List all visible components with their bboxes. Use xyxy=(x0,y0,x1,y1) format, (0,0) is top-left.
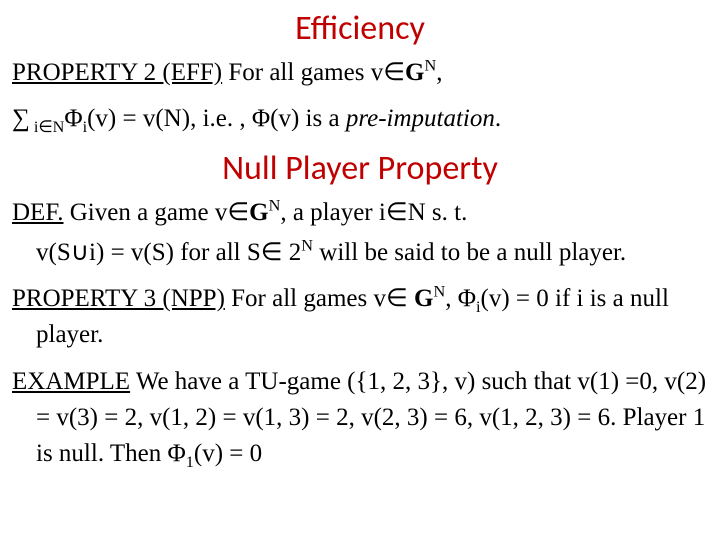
text: , a player i xyxy=(280,199,386,226)
element-of-icon: ∈ xyxy=(261,239,283,266)
heading-efficiency: Efficiency xyxy=(12,8,708,49)
union-icon: ∪ xyxy=(71,239,89,266)
text: . xyxy=(495,105,501,132)
sum-line: ∑ i∈NΦi(v) = v(N), i.e. , Φ(v) is a pre-… xyxy=(12,101,708,137)
text: For all games v xyxy=(222,59,383,86)
text: We have a TU-game ({1, 2, 3}, v) such th… xyxy=(36,368,706,468)
set-G: G xyxy=(405,59,424,86)
sup-N: N xyxy=(424,57,436,75)
text: For all games v xyxy=(225,285,386,312)
text: i) = v(S) for all S xyxy=(89,239,261,266)
set-G: G xyxy=(249,199,268,226)
element-of-icon: ∈ xyxy=(38,118,52,136)
element-of-icon: ∈ xyxy=(227,199,249,226)
text: , Φ xyxy=(445,285,476,312)
sum-subscript: i∈N xyxy=(30,118,64,136)
element-of-icon: ∈ xyxy=(383,59,405,86)
sup-N: N xyxy=(269,196,281,214)
sum-icon: ∑ xyxy=(12,105,30,132)
text: N xyxy=(53,118,65,136)
example-label: EXAMPLE xyxy=(12,368,130,395)
slide: Efficiency PROPERTY 2 (EFF) For all game… xyxy=(0,0,720,540)
example-line: EXAMPLE We have a TU-game ({1, 2, 3}, v)… xyxy=(12,364,708,473)
sup-N: N xyxy=(301,236,313,254)
text: Given a game v xyxy=(63,199,227,226)
sup-N: N xyxy=(433,283,445,301)
heading-null-player: Null Player Property xyxy=(12,148,708,189)
text: (v) = v(N), i.e. , Φ(v) is a xyxy=(87,105,346,132)
null-player-block: DEF. Given a game v∈GN, a player i∈N s. … xyxy=(12,195,708,473)
property-3-label: PROPERTY 3 (NPP) xyxy=(12,285,225,312)
pre-imputation: pre-imputation xyxy=(346,105,495,132)
text: , xyxy=(436,59,442,86)
property-2-label: PROPERTY 2 (EFF) xyxy=(12,59,222,86)
def-line-2: v(S∪i) = v(S) for all S∈ 2N will be said… xyxy=(12,235,708,271)
text: will be said to be a null player. xyxy=(313,239,626,266)
def-line-1: DEF. Given a game v∈GN, a player i∈N s. … xyxy=(12,195,708,231)
element-of-icon: ∈ xyxy=(386,199,408,226)
text: v(S xyxy=(36,239,71,266)
element-of-icon: ∈ xyxy=(386,285,408,312)
phi-icon: Φ xyxy=(64,105,82,132)
text: (v) = 0 xyxy=(194,440,262,467)
property-3-line: PROPERTY 3 (NPP) For all games v∈ GN, Φi… xyxy=(12,281,708,354)
phi-subscript: 1 xyxy=(186,453,194,471)
property-2-line: PROPERTY 2 (EFF) For all games v∈GN, xyxy=(12,55,708,91)
text: 2 xyxy=(283,239,302,266)
efficiency-block: PROPERTY 2 (EFF) For all games v∈GN, ∑ i… xyxy=(12,55,708,138)
text: N s. t. xyxy=(408,199,468,226)
def-label: DEF. xyxy=(12,199,63,226)
set-G: G xyxy=(414,285,433,312)
